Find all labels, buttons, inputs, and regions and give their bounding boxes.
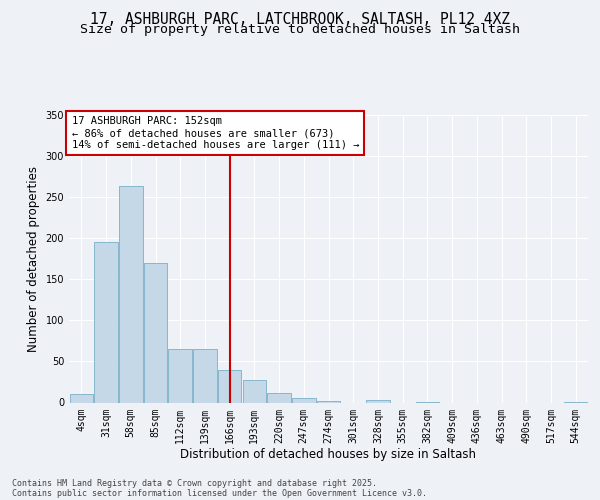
- Text: 17 ASHBURGH PARC: 152sqm
← 86% of detached houses are smaller (673)
14% of semi-: 17 ASHBURGH PARC: 152sqm ← 86% of detach…: [71, 116, 359, 150]
- Bar: [268, 392, 291, 402]
- Bar: [366, 400, 389, 402]
- X-axis label: Distribution of detached houses by size in Saltash: Distribution of detached houses by size …: [181, 448, 476, 461]
- Text: Contains HM Land Registry data © Crown copyright and database right 2025.: Contains HM Land Registry data © Crown c…: [12, 478, 377, 488]
- Text: Contains public sector information licensed under the Open Government Licence v3: Contains public sector information licen…: [12, 488, 427, 498]
- Text: 17, ASHBURGH PARC, LATCHBROOK, SALTASH, PL12 4XZ: 17, ASHBURGH PARC, LATCHBROOK, SALTASH, …: [90, 12, 510, 28]
- Bar: [218, 370, 241, 402]
- Bar: [94, 242, 118, 402]
- Bar: [292, 398, 316, 402]
- Y-axis label: Number of detached properties: Number of detached properties: [27, 166, 40, 352]
- Bar: [317, 401, 340, 402]
- Bar: [144, 263, 167, 402]
- Bar: [193, 349, 217, 403]
- Bar: [70, 394, 93, 402]
- Text: Size of property relative to detached houses in Saltash: Size of property relative to detached ho…: [80, 22, 520, 36]
- Bar: [119, 186, 143, 402]
- Bar: [169, 349, 192, 403]
- Bar: [242, 380, 266, 402]
